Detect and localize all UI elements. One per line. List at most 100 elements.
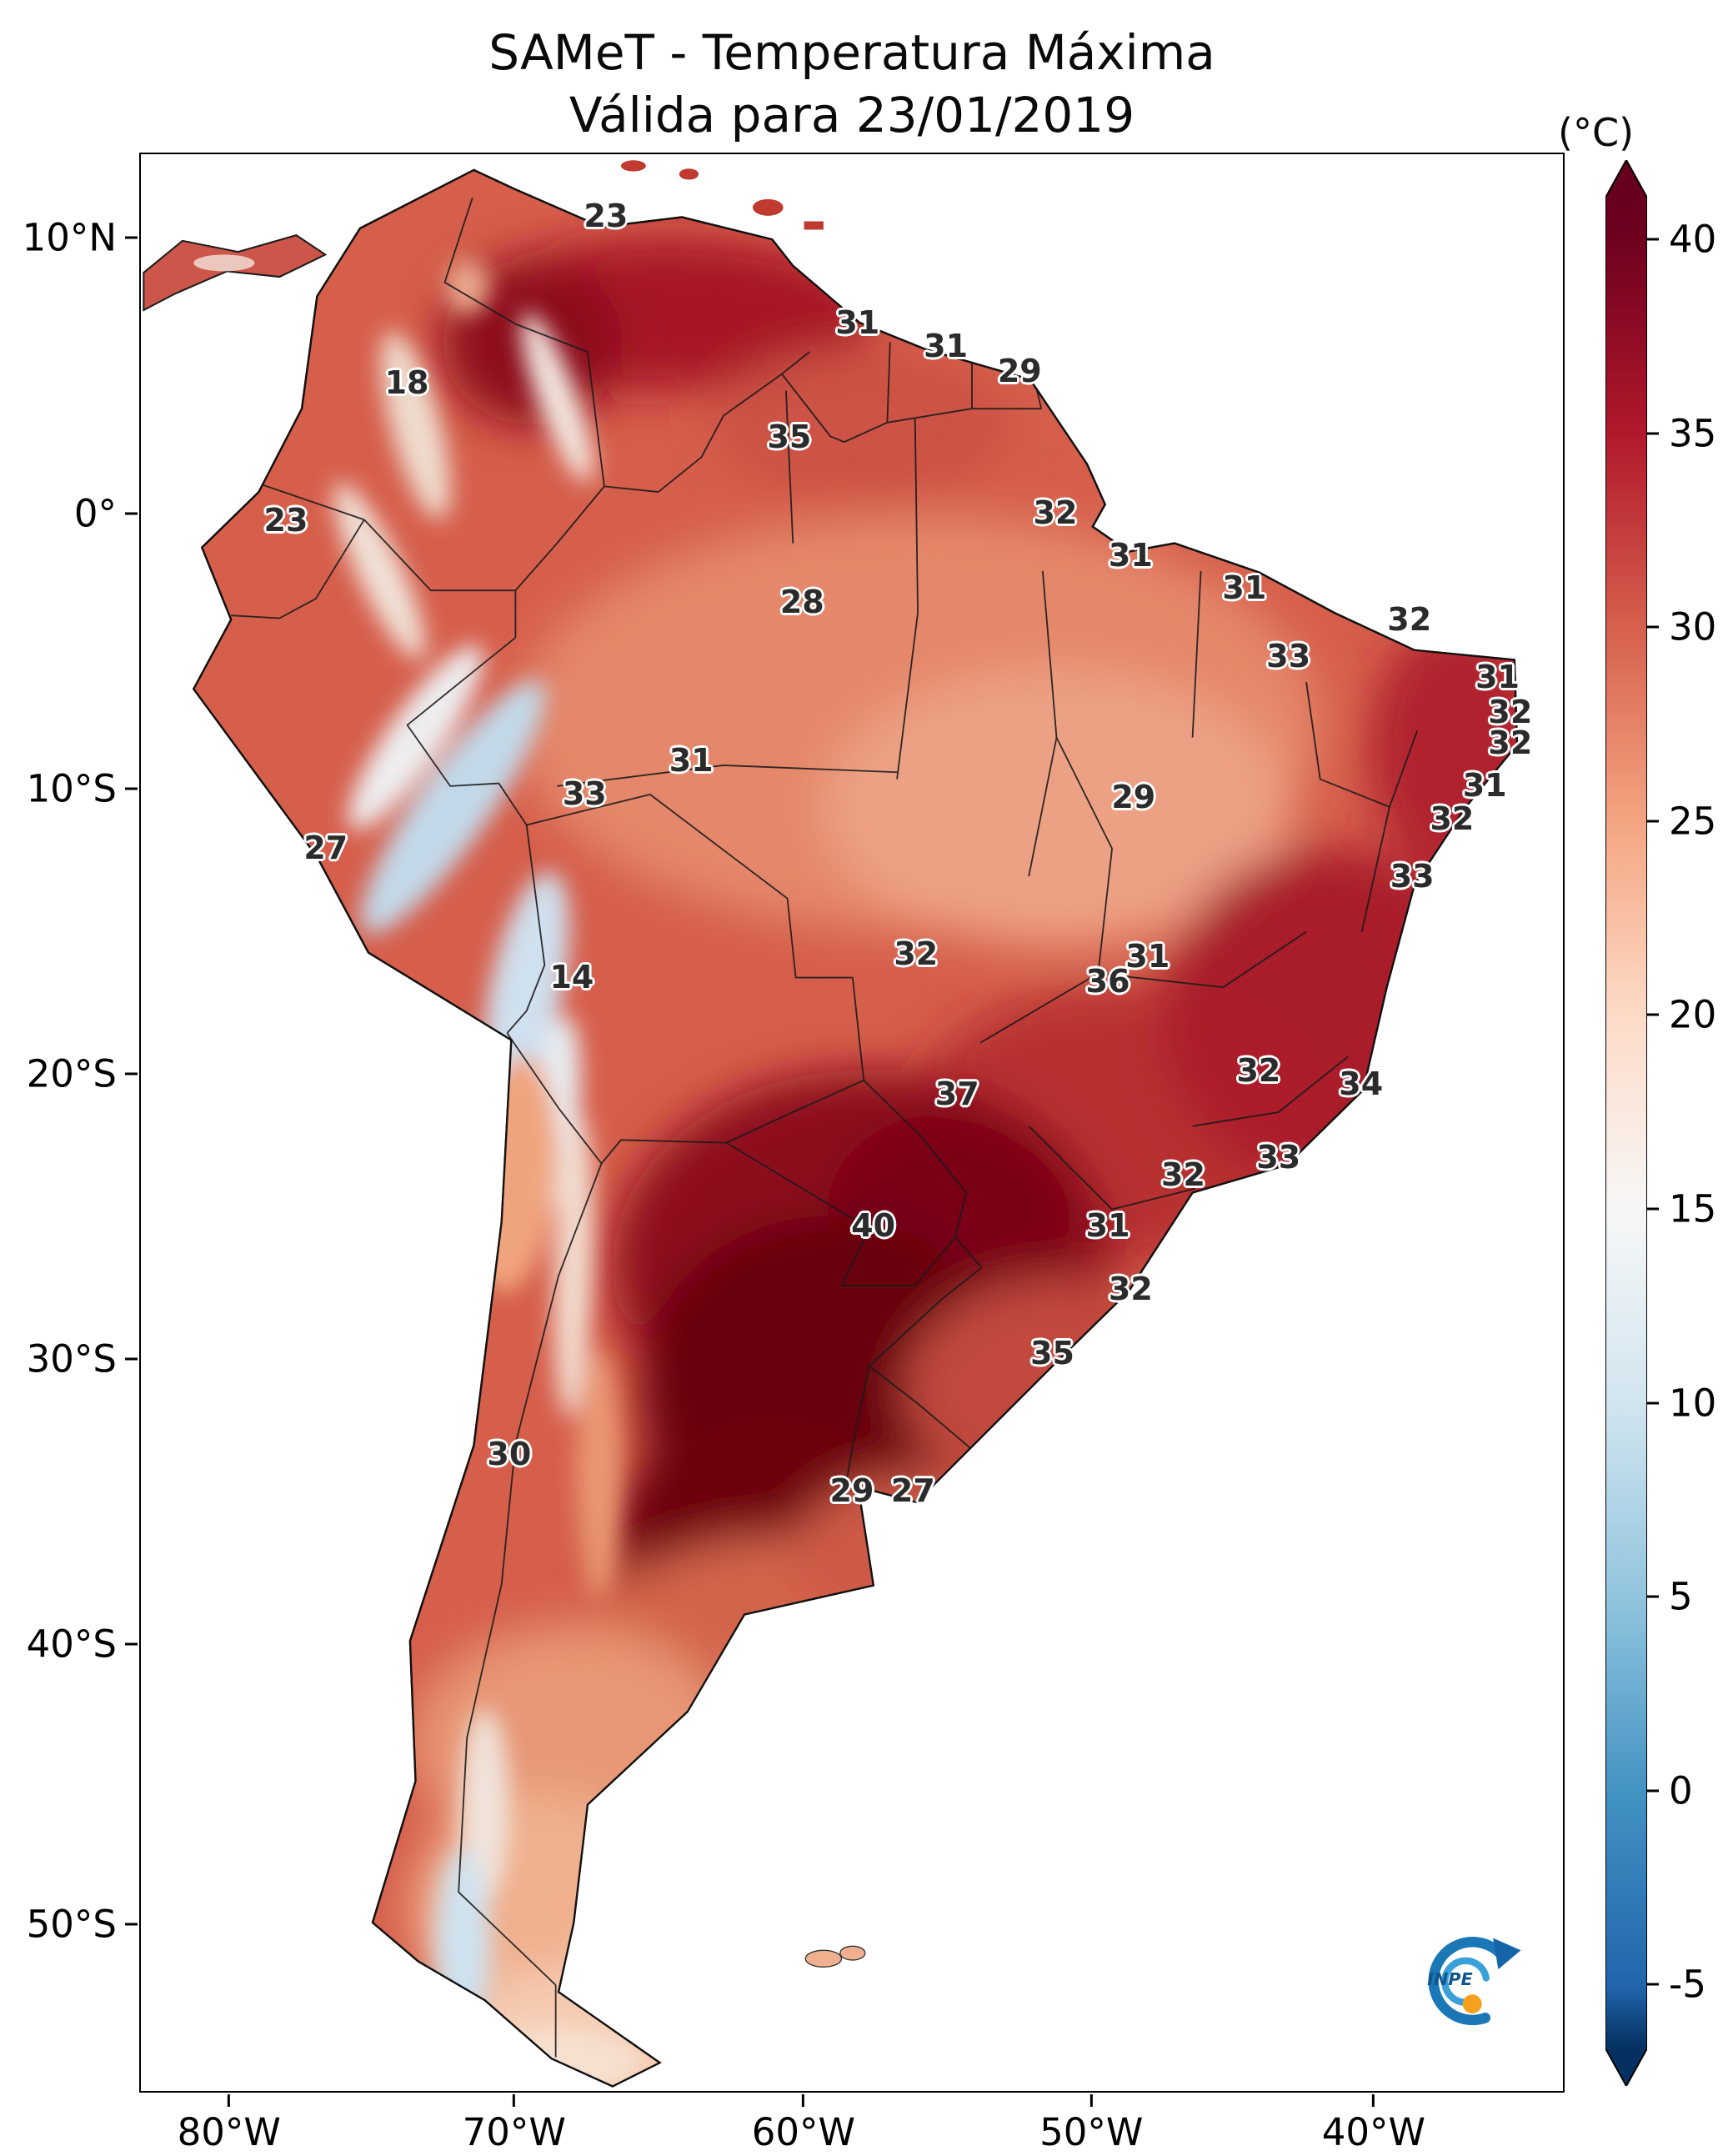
lat-tick: 30°S (27, 1337, 138, 1381)
lon-tick: 40°W (1322, 2094, 1425, 2154)
lat-tick: 0° (74, 491, 138, 535)
axis-tick-label: 70°W (462, 2110, 566, 2154)
colorbar-tick-label: 25 (1669, 799, 1717, 844)
temp-label: 14 (549, 959, 594, 996)
temp-label: 35 (1030, 1334, 1074, 1371)
axis-tick-label: 30°S (26, 1336, 117, 1381)
temp-label: 31 (669, 742, 714, 780)
temp-label: 31 (1085, 1206, 1130, 1244)
lon-tick: 60°W (752, 2094, 855, 2154)
lat-tick: 10°N (23, 216, 138, 260)
colorbar-tick-label: 30 (1669, 604, 1717, 649)
temp-label: 32 (1430, 800, 1475, 837)
temp-label: 32 (894, 935, 939, 973)
tick-mark (228, 2094, 231, 2107)
tick-mark (1372, 2094, 1375, 2107)
temp-label: 23 (584, 198, 629, 235)
temp-label: 28 (779, 583, 824, 620)
lon-tick: 70°W (463, 2094, 566, 2154)
logo-swirl (1428, 1937, 1509, 2026)
axis-tick-label: 10°S (26, 766, 117, 811)
axis-tick-label: 0° (73, 491, 117, 536)
colorbar-tick-label: 20 (1669, 992, 1717, 1037)
tick-mark (802, 2094, 805, 2107)
temp-label: 33 (1390, 858, 1435, 895)
axis-tick-label: 50°S (26, 1902, 117, 1947)
colorbar-tick-label: -5 (1669, 1962, 1706, 2007)
temp-label: 32 (1108, 1271, 1153, 1308)
colorbar-tick: -5 (1647, 1963, 1706, 2007)
colorbar-tick: 35 (1647, 411, 1716, 455)
tick-mark (125, 236, 138, 239)
logo-arrowhead (1493, 1938, 1521, 1970)
colorbar-tick-label: 10 (1669, 1381, 1717, 1426)
temp-label: 31 (1222, 569, 1267, 607)
temp-label: 31 (835, 304, 880, 342)
axis-tick-label: 50°W (1039, 2110, 1144, 2154)
temp-label: 27 (890, 1472, 935, 1509)
colorbar-tick-labels: 40 35 30 25 20 15 10 5 0 -5 (1647, 160, 1723, 2086)
temp-label: 33 (562, 775, 607, 812)
temp-label: 32 (1033, 494, 1078, 531)
tick-mark (1647, 432, 1659, 435)
title-line-1: SAMeT - Temperatura Máxima (488, 24, 1215, 81)
temp-label: 32 (1236, 1051, 1281, 1089)
colorbar-tick: 20 (1647, 993, 1716, 1037)
tick-mark (1647, 1401, 1659, 1405)
temp-label: 23 (263, 502, 308, 539)
colorbar-bar (1605, 160, 1647, 2086)
tick-mark (125, 1072, 138, 1075)
temp-label: 31 (1125, 937, 1170, 975)
colorbar-tick-label: 5 (1669, 1574, 1693, 1619)
tick-mark (1647, 1013, 1659, 1016)
temp-label: 18 (384, 364, 429, 402)
figure-title: SAMeT - Temperatura Máxima Válida para 2… (139, 22, 1565, 148)
logo-inner-swirl (1441, 1957, 1490, 2006)
colorbar-tick-label: 15 (1669, 1186, 1717, 1231)
temp-label: 40 (851, 1206, 896, 1244)
lat-tick: 20°S (27, 1052, 138, 1096)
longitude-axis: 80°W 70°W 60°W 50°W 40°W (139, 2094, 1565, 2156)
south-america-basemap (143, 160, 1519, 2088)
lon-tick: 50°W (1039, 2094, 1143, 2154)
colorbar-tick: 0 (1647, 1768, 1693, 1813)
axis-tick-label: 20°S (26, 1051, 117, 1096)
temp-label: 34 (1339, 1065, 1384, 1103)
inpe-logo: INPE (1401, 1924, 1535, 2033)
temp-label: 30 (487, 1435, 532, 1472)
tick-mark (125, 1642, 138, 1646)
tick-mark (125, 1357, 138, 1361)
falkland-islands (804, 1945, 866, 1968)
colorbar-tick: 5 (1647, 1575, 1693, 1619)
colorbar (1605, 160, 1647, 2086)
temp-label: 37 (934, 1075, 979, 1112)
temp-label: 29 (1111, 779, 1156, 816)
lon-tick: 80°W (178, 2094, 281, 2154)
temp-label: 31 (1462, 767, 1507, 805)
tick-mark (1647, 1983, 1659, 1986)
temp-label: 29 (829, 1472, 874, 1509)
temp-label: 31 (924, 327, 969, 364)
axis-tick-label: 40°W (1321, 2110, 1425, 2154)
latitude-axis: 10°N 0° 10°S 20°S 30°S 40°S 50°S (0, 153, 138, 2093)
tick-mark (1647, 1595, 1659, 1598)
temp-label: 29 (997, 353, 1042, 390)
tick-mark (1647, 1789, 1659, 1792)
colorbar-tick: 40 (1647, 217, 1716, 261)
temp-label: 32 (1488, 725, 1533, 762)
lat-tick: 50°S (27, 1902, 138, 1946)
colorbar-tick-label: 40 (1669, 217, 1717, 262)
map-area: INPE 23 18 31 31 29 35 23 32 31 28 31 32 33 31 32 32 31 3… (139, 153, 1565, 2093)
axis-tick-label: 80°W (177, 2110, 281, 2154)
tick-mark (1647, 1207, 1659, 1211)
temp-label: 32 (1161, 1156, 1205, 1194)
temp-label: 36 (1085, 962, 1130, 1000)
panama-landmass (143, 234, 328, 312)
tick-mark (125, 787, 138, 790)
colorbar-tick-label: 0 (1669, 1768, 1693, 1813)
axis-tick-label: 10°N (22, 215, 117, 260)
logo-orange-dot (1462, 1994, 1482, 2014)
axis-tick-label: 40°S (26, 1622, 117, 1667)
title-line-2: Válida para 23/01/2019 (568, 87, 1135, 144)
tick-mark (513, 2094, 516, 2107)
